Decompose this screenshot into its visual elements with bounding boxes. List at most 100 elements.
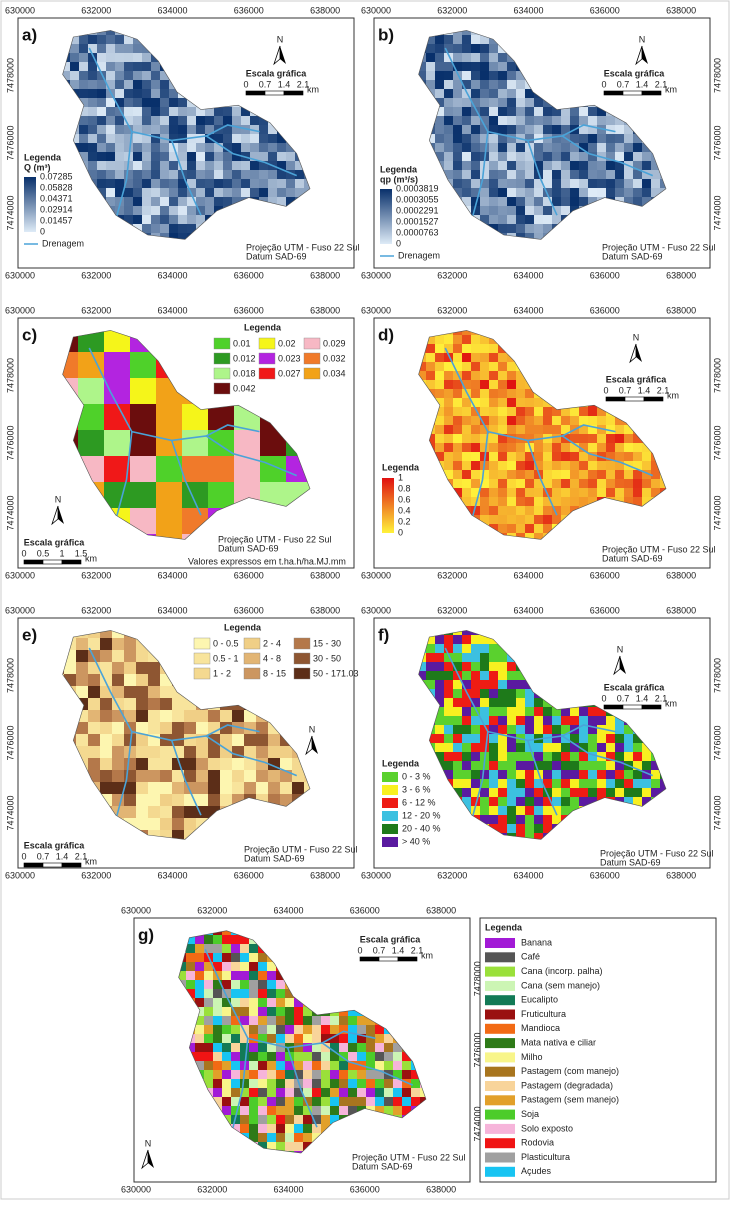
map-cell: [426, 434, 435, 443]
map-cell: [186, 944, 200, 953]
y-coordinate-label: 7474000: [5, 195, 15, 230]
map-cell: [525, 497, 534, 506]
map-cell: [534, 797, 543, 806]
map-cell: [285, 1016, 301, 1025]
map-cell: [244, 746, 256, 758]
y-coordinate-label: 7476000: [472, 1032, 482, 1067]
map-cell: [231, 998, 248, 1007]
map-cell: [507, 770, 516, 779]
map-cell: [267, 1025, 283, 1034]
map-cell: [453, 689, 462, 698]
map-cell: [453, 770, 462, 779]
map-cell: [136, 650, 148, 662]
map-cell: [112, 662, 124, 674]
map-cell: [231, 1097, 246, 1106]
north-label: N: [617, 644, 624, 654]
map-cell: [615, 788, 624, 797]
map-cell: [258, 1115, 269, 1124]
map-cell: [256, 746, 268, 758]
map-cell: [534, 788, 543, 797]
x-coordinate-label: 632000: [81, 270, 111, 280]
map-cell: [507, 797, 516, 806]
map-cell: [259, 125, 268, 134]
y-coordinate-label: 7476000: [712, 425, 722, 460]
map-cell: [444, 671, 453, 680]
map-cell: [642, 788, 651, 797]
map-cell: [489, 806, 498, 815]
map-cell: [277, 134, 286, 143]
legend-swatch: [382, 785, 398, 795]
map-cell: [507, 407, 516, 416]
map-cell: [453, 416, 462, 425]
drainage-line: [170, 140, 202, 216]
map-cell: [142, 98, 151, 107]
map-cell: [471, 443, 480, 452]
map-cell: [142, 179, 151, 188]
projection-text: Projeção UTM - Fuso 22 Sul: [600, 848, 714, 858]
map-cell: [453, 398, 462, 407]
map-cell: [516, 452, 525, 461]
map-cell: [588, 143, 597, 152]
map-cell: [588, 443, 597, 452]
map-cell: [213, 1052, 224, 1061]
map-cell: [534, 479, 543, 488]
map-cell: [214, 170, 223, 179]
map-cell: [552, 188, 561, 197]
map-cell: [178, 125, 187, 134]
map-cell: [295, 170, 304, 179]
map-cell: [88, 71, 97, 80]
legend-label: 0.0002291: [396, 205, 439, 215]
map-cell: [411, 1097, 426, 1106]
map-cell: [633, 488, 642, 497]
map-cell: [597, 716, 606, 725]
drainage-line: [170, 440, 202, 516]
x-coordinate-label: 638000: [666, 270, 696, 280]
map-cell: [633, 743, 642, 752]
map-cell: [136, 782, 148, 794]
map-cell: [196, 134, 205, 143]
y-coordinate-label: 7478000: [5, 658, 15, 693]
map-cell: [160, 215, 169, 224]
map-cell: [106, 53, 115, 62]
scale-segment: [23, 559, 44, 565]
map-cell: [507, 506, 516, 515]
map-cell: [516, 824, 525, 833]
map-cell: [453, 734, 462, 743]
map-cell: [588, 134, 597, 143]
map-cell: [552, 716, 561, 725]
map-cell: [204, 1079, 215, 1088]
map-cell: [223, 125, 232, 134]
map-cell: [471, 779, 480, 788]
map-cell: [453, 488, 462, 497]
map-cell: [480, 725, 489, 734]
map-cell: [142, 62, 151, 71]
map-cell: [489, 779, 498, 788]
map-cell: [498, 689, 507, 698]
map-cell: [516, 752, 525, 761]
map-cell: [285, 1061, 300, 1070]
map-cell: [462, 371, 471, 380]
map-cell: [435, 398, 444, 407]
map-cell: [182, 482, 208, 508]
scale-segment: [624, 396, 645, 402]
map-cell: [88, 734, 100, 746]
map-cell: [462, 398, 471, 407]
legend-swatch: [382, 798, 398, 808]
map-cell: [570, 179, 579, 188]
map-cell: [498, 434, 507, 443]
map-cell: [276, 1115, 290, 1124]
map-cell: [148, 674, 160, 686]
map-cell: [268, 152, 277, 161]
map-cell: [462, 380, 471, 389]
map-cell: [579, 188, 588, 197]
map-cell: [348, 1106, 366, 1115]
scale-label: 0: [357, 945, 362, 955]
map-cell: [160, 125, 169, 134]
map-cell: [148, 794, 160, 806]
map-cell: [570, 497, 579, 506]
map-cell: [489, 734, 498, 743]
map-cell: [62, 71, 70, 80]
map-cell: [471, 635, 480, 644]
map-cell: [133, 62, 142, 71]
map-cell: [339, 1070, 349, 1079]
